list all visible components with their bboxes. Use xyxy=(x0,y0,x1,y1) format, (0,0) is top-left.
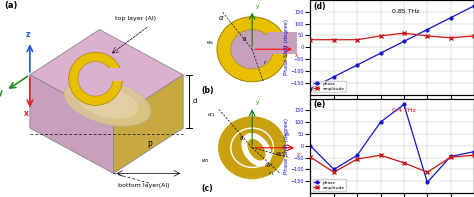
Text: y: y xyxy=(255,100,259,105)
Text: y: y xyxy=(255,4,259,9)
Ellipse shape xyxy=(64,79,151,126)
phase xyxy=(355,154,360,156)
phase xyxy=(331,168,337,171)
X-axis label: Cell Number: Cell Number xyxy=(373,107,412,112)
phase xyxy=(471,151,474,153)
Text: P: P xyxy=(147,141,152,150)
phase xyxy=(401,103,407,106)
Ellipse shape xyxy=(76,86,138,119)
Line: amplitude: amplitude xyxy=(309,31,474,42)
Text: $\theta$: $\theta$ xyxy=(239,134,245,142)
amplitude xyxy=(448,37,454,39)
Y-axis label: Phase Shift (degree): Phase Shift (degree) xyxy=(284,19,289,75)
Text: (e): (e) xyxy=(314,100,326,109)
Text: $r$: $r$ xyxy=(263,58,267,66)
phase xyxy=(308,145,313,147)
phase xyxy=(471,5,474,7)
Text: 0.4 THz: 0.4 THz xyxy=(392,108,416,113)
Polygon shape xyxy=(96,68,128,81)
Circle shape xyxy=(218,116,286,179)
amplitude xyxy=(308,39,313,41)
phase xyxy=(424,181,430,184)
Text: top layer (Al): top layer (Al) xyxy=(115,16,156,21)
Text: x: x xyxy=(297,152,300,157)
amplitude xyxy=(331,171,337,173)
Text: y: y xyxy=(0,87,3,97)
amplitude xyxy=(448,156,454,158)
phase xyxy=(401,40,407,43)
Circle shape xyxy=(231,30,273,69)
Text: (a): (a) xyxy=(4,1,18,10)
phase xyxy=(448,17,454,19)
Text: (b): (b) xyxy=(201,85,213,95)
amplitude xyxy=(424,35,430,37)
Legend: phase, amplitude: phase, amplitude xyxy=(313,81,346,92)
Text: z: z xyxy=(26,30,30,39)
amplitude xyxy=(308,156,313,158)
Polygon shape xyxy=(252,32,297,54)
Circle shape xyxy=(69,52,122,105)
amplitude xyxy=(331,39,337,41)
phase xyxy=(378,52,383,54)
Circle shape xyxy=(231,128,273,167)
Line: phase: phase xyxy=(309,103,474,184)
Text: x: x xyxy=(24,109,29,118)
Text: bottom layer(Al): bottom layer(Al) xyxy=(118,183,169,188)
Text: $\alpha_1$: $\alpha_1$ xyxy=(207,111,216,119)
Text: $r_1$: $r_1$ xyxy=(268,169,274,178)
Text: $\alpha$: $\alpha$ xyxy=(218,14,225,22)
phase xyxy=(448,155,454,158)
Text: 0.85 THz: 0.85 THz xyxy=(392,9,420,14)
amplitude xyxy=(378,154,383,156)
Ellipse shape xyxy=(247,139,265,161)
amplitude xyxy=(355,39,360,41)
phase xyxy=(331,76,337,78)
Text: $\theta$: $\theta$ xyxy=(241,35,247,43)
Text: x: x xyxy=(295,53,298,58)
Text: $w_s$: $w_s$ xyxy=(206,39,215,47)
amplitude xyxy=(378,35,383,37)
Circle shape xyxy=(78,61,113,96)
Legend: phase, amplitude: phase, amplitude xyxy=(313,179,346,191)
phase xyxy=(308,87,313,90)
Polygon shape xyxy=(113,75,183,173)
Y-axis label: Phase Shift (degree): Phase Shift (degree) xyxy=(284,118,289,174)
Circle shape xyxy=(217,17,287,82)
Line: phase: phase xyxy=(309,5,474,90)
amplitude xyxy=(424,171,430,173)
Text: 45°: 45° xyxy=(265,164,273,168)
phase xyxy=(355,64,360,66)
phase xyxy=(378,121,383,123)
Text: (d): (d) xyxy=(314,2,326,11)
Text: $r_0$: $r_0$ xyxy=(284,130,291,139)
Text: d: d xyxy=(193,98,198,104)
amplitude xyxy=(355,158,360,160)
Text: 45°: 45° xyxy=(275,152,284,157)
Polygon shape xyxy=(30,75,113,173)
Circle shape xyxy=(211,110,293,185)
amplitude xyxy=(401,162,407,164)
Ellipse shape xyxy=(242,133,271,166)
amplitude xyxy=(471,154,474,156)
Text: (c): (c) xyxy=(201,184,213,193)
Polygon shape xyxy=(30,30,183,120)
Text: $w_1$: $w_1$ xyxy=(201,158,210,165)
Line: amplitude: amplitude xyxy=(309,153,474,174)
phase xyxy=(424,28,430,31)
amplitude xyxy=(471,35,474,37)
amplitude xyxy=(401,32,407,34)
